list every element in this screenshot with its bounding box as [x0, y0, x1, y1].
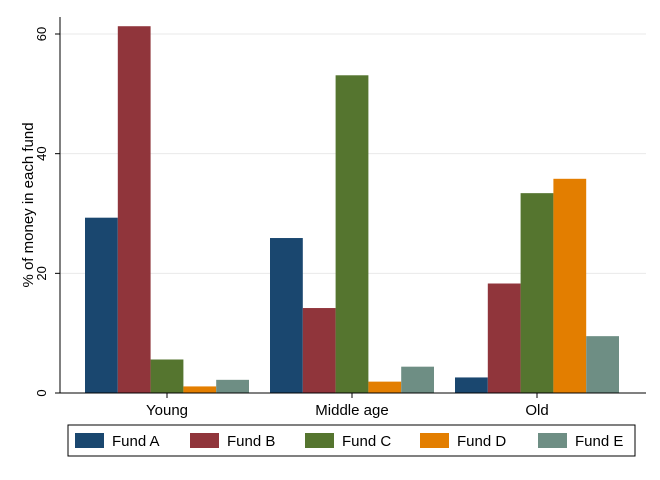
y-ticks: 0 20 40 60	[34, 27, 60, 397]
bar-fund-a-middle-age	[270, 238, 303, 393]
bar-fund-e-old	[586, 336, 619, 393]
bar-fund-c-old	[520, 193, 554, 393]
x-category-label: Middle age	[315, 402, 388, 419]
x-category-label: Young	[146, 402, 188, 419]
y-tick-label: 20	[34, 266, 49, 280]
legend-key-fund-e	[538, 433, 567, 448]
legend-label: Fund D	[457, 433, 506, 450]
legend-label: Fund C	[342, 433, 391, 450]
bar-fund-a-old	[455, 377, 488, 393]
legend-key-fund-d	[420, 433, 449, 448]
legend-label: Fund A	[112, 433, 160, 450]
bar-fund-d-young	[183, 386, 217, 393]
legend-key-fund-a	[75, 433, 104, 448]
legend-label: Fund E	[575, 433, 623, 450]
bar-fund-b-middle-age	[302, 308, 336, 393]
y-tick-label: 0	[34, 389, 49, 396]
y-tick-label: 60	[34, 27, 49, 41]
bar-fund-b-young	[117, 26, 151, 393]
bar-fund-a-young	[85, 217, 118, 393]
y-tick-label: 40	[34, 146, 49, 160]
bar-fund-d-old	[553, 178, 587, 393]
y-axis-title: % of money in each fund	[20, 122, 37, 287]
x-category-labels: Young Middle age Old	[146, 393, 549, 419]
legend-key-fund-b	[190, 433, 219, 448]
x-category-label: Old	[525, 402, 548, 419]
bar-fund-d-middle-age	[368, 381, 402, 393]
bar-fund-e-middle-age	[401, 366, 434, 393]
bar-fund-c-young	[150, 359, 184, 393]
legend-key-fund-c	[305, 433, 334, 448]
legend: Fund A Fund B Fund C Fund D Fund E	[67, 424, 636, 457]
bar-fund-e-young	[216, 379, 249, 393]
bar-fund-b-old	[487, 283, 521, 393]
bars	[85, 26, 619, 393]
legend-label: Fund B	[227, 433, 275, 450]
bar-fund-c-middle-age	[335, 75, 369, 393]
